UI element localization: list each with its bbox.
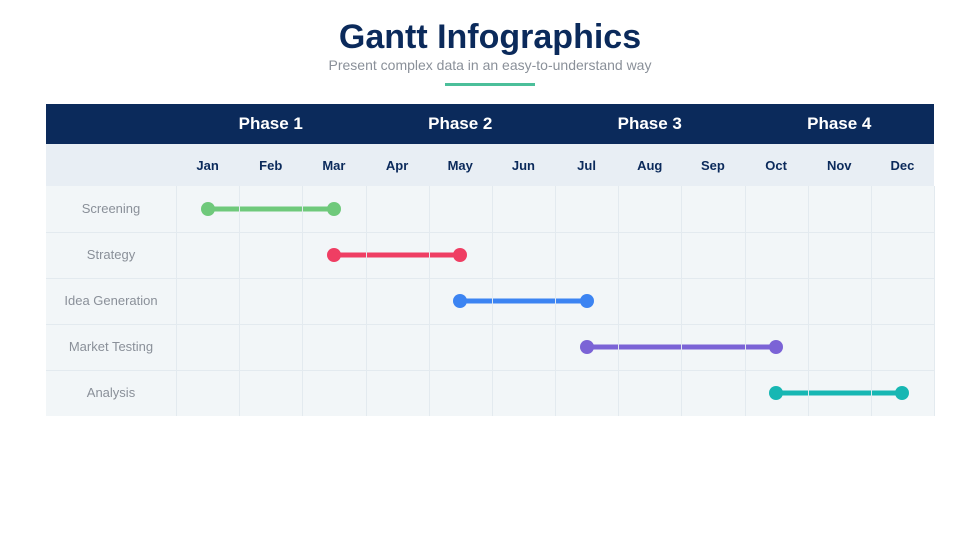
gantt-chart: Phase 1Phase 2Phase 3Phase 4 JanFebMarAp… <box>46 104 934 416</box>
month-header-cell: Jun <box>492 144 555 186</box>
task-track <box>176 324 934 370</box>
gantt-bar <box>460 294 586 308</box>
month-header-cell: Apr <box>366 144 429 186</box>
gantt-bar-line <box>776 391 902 396</box>
gantt-bar-end-dot <box>769 340 783 354</box>
task-row: Analysis <box>46 370 934 416</box>
gantt-bar <box>776 386 902 400</box>
month-header-cell: May <box>429 144 492 186</box>
task-label: Screening <box>46 202 176 216</box>
gantt-bar-end-dot <box>453 248 467 262</box>
month-header-cell: Aug <box>618 144 681 186</box>
phase-header-cell: Phase 1 <box>176 104 366 144</box>
gantt-bar-line <box>208 207 334 212</box>
task-area: Screening Strategy Idea Generation Market T… <box>46 186 934 416</box>
gantt-bar-start-dot <box>327 248 341 262</box>
month-header-cell: Nov <box>808 144 871 186</box>
gantt-bar-start-dot <box>769 386 783 400</box>
month-header-spacer <box>46 144 176 186</box>
gridline-vertical <box>934 186 935 416</box>
month-header-cell: Jan <box>176 144 239 186</box>
chart-subtitle: Present complex data in an easy-to-under… <box>46 57 934 73</box>
gantt-bar-start-dot <box>201 202 215 216</box>
month-header-cell: Oct <box>745 144 808 186</box>
task-track <box>176 232 934 278</box>
task-row: Market Testing <box>46 324 934 370</box>
gantt-bar-line <box>334 253 460 258</box>
gantt-bar-line <box>460 299 586 304</box>
chart-title: Gantt Infographics <box>46 18 934 57</box>
gantt-bar-start-dot <box>580 340 594 354</box>
task-track <box>176 370 934 416</box>
month-header-cell: Mar <box>302 144 365 186</box>
task-row: Strategy <box>46 232 934 278</box>
task-row: Idea Generation <box>46 278 934 324</box>
gantt-bar-line <box>587 345 777 350</box>
slide-canvas: Gantt Infographics Present complex data … <box>0 0 980 551</box>
month-header-row: JanFebMarAprMayJunJulAugSepOctNovDec <box>46 144 934 186</box>
phase-header-cell: Phase 2 <box>366 104 556 144</box>
accent-underline <box>445 83 535 86</box>
phase-header-row: Phase 1Phase 2Phase 3Phase 4 <box>46 104 934 144</box>
task-label: Idea Generation <box>46 294 176 308</box>
month-header-cell: Sep <box>681 144 744 186</box>
gantt-bar-end-dot <box>327 202 341 216</box>
task-label: Strategy <box>46 248 176 262</box>
task-row: Screening <box>46 186 934 232</box>
month-header-cell: Feb <box>239 144 302 186</box>
task-label: Analysis <box>46 386 176 400</box>
phase-header-area: Phase 1Phase 2Phase 3Phase 4 <box>176 104 934 144</box>
gantt-bar <box>208 202 334 216</box>
phase-header-spacer <box>46 104 176 144</box>
gantt-bar <box>334 248 460 262</box>
month-header-area: JanFebMarAprMayJunJulAugSepOctNovDec <box>176 144 934 186</box>
task-track <box>176 186 934 232</box>
phase-header-cell: Phase 4 <box>745 104 935 144</box>
task-label: Market Testing <box>46 340 176 354</box>
gantt-bar-end-dot <box>580 294 594 308</box>
gantt-bar-start-dot <box>453 294 467 308</box>
month-header-cell: Jul <box>555 144 618 186</box>
month-header-cell: Dec <box>871 144 934 186</box>
gantt-bar-end-dot <box>895 386 909 400</box>
task-track <box>176 278 934 324</box>
phase-header-cell: Phase 3 <box>555 104 745 144</box>
gantt-bar <box>587 340 777 354</box>
